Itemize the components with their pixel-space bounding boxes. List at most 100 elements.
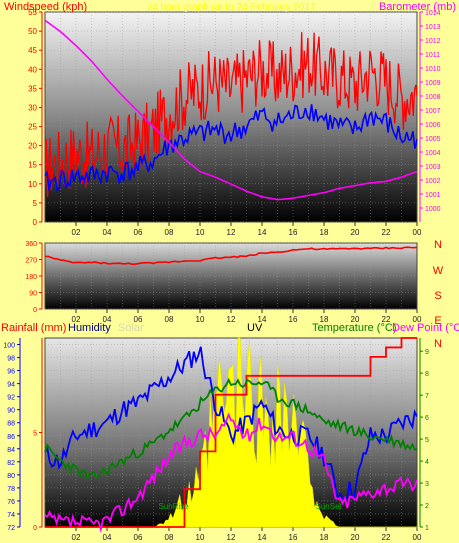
direction-axis-tick-label: 270 [25,258,37,265]
right-axis-tick-label: 1009 [425,80,441,87]
right-axis-tick-label: 1000 [425,206,441,213]
x-tick-label: 22 [382,533,391,542]
humidity-axis-tick-label: 80 [7,473,15,480]
x-tick-label: 00 [413,228,422,237]
solar-label: Solar [118,322,144,334]
temperature-axis-tick-label: 6 [425,415,429,422]
humidity-axis-tick-label: 82 [7,460,15,467]
x-tick-label: 08 [165,228,174,237]
x-tick-label: 18 [320,315,329,324]
right-axis-tick-label: 1013 [425,24,441,31]
series-group: SunRise SunSet [44,337,418,534]
right-axis-tick-label: 1014 [425,10,441,17]
humidity-axis-tick-label: 76 [7,499,15,506]
x-tick-label: 08 [165,315,174,324]
direction-axis-tick-label: 0 [33,307,37,314]
right-axis-tick-label: 1004 [425,150,441,157]
chart-title: 24 hour graph up to 24 February 2017 [146,2,315,13]
left-axis-tick-label: 30 [28,103,37,112]
left-axis-tick-label: 25 [28,123,37,132]
right-axis-tick-label: 1010 [425,66,441,73]
axes: 02 04 06 08 10 12 14 16 18 20 22 000510152025303540… [28,8,441,237]
humidity-axis-tick-label: 100 [3,343,15,350]
rainfall-label: Rainfall (mm) [1,322,66,334]
left-axis-label: Windspeed (kph) [4,1,87,13]
x-tick-label: 16 [289,228,298,237]
x-tick-label: 14 [258,315,267,324]
x-tick-label: 22 [382,228,391,237]
wind-pressure-panel: 02 04 06 08 10 12 14 16 18 20 22 000510152025303540… [4,1,456,237]
left-axis-tick-label: 10 [28,180,37,189]
temperature-label: Temperature (°C) [312,322,396,334]
temperature-axis-tick-label: 2 [425,503,429,510]
compass-label: N [434,239,442,251]
temperature-axis-tick-label: 5 [425,437,429,444]
x-tick-label: 18 [320,228,329,237]
compass-label: N [434,338,442,350]
temperature-axis-tick-label: 3 [425,481,429,488]
dewpoint-label: Dew Point (°C) [392,322,459,334]
x-tick-label: 02 [72,228,81,237]
series-line [44,104,418,193]
x-tick-label: 22 [382,315,391,324]
x-tick-label: 10 [196,228,205,237]
humidity-axis-tick-label: 96 [7,369,15,376]
humidity-axis-tick-label: 98 [7,356,15,363]
right-axis-tick-label: 1008 [425,94,441,101]
right-axis-tick-label: 1006 [425,122,441,129]
series-group [44,19,418,201]
x-tick-label: 10 [196,315,205,324]
x-tick-label: 14 [258,533,267,542]
direction-axis-tick-label: 180 [25,274,37,281]
temperature-axis-tick-label: 7 [425,393,429,400]
humidity-label: Humidity [68,322,111,334]
right-axis-tick-label: 1011 [425,52,440,59]
humidity-axis-tick-label: 88 [7,421,15,428]
x-tick-label: 00 [413,315,422,324]
x-tick-label: 20 [351,228,360,237]
series-line [44,346,418,503]
x-tick-label: 04 [103,533,112,542]
left-axis-tick-label: 15 [28,161,37,170]
humidity-axis-tick-label: 72 [7,525,15,532]
left-axis-tick-label: 40 [28,65,37,74]
humidity-temperature-panel: 02 04 06 08 10 12 14 16 18 20 22 007274767880828486… [1,322,459,542]
x-tick-label: 06 [134,533,143,542]
x-tick-label: 10 [196,533,205,542]
annotation-label: SunSet [316,502,343,511]
right-axis-tick-label: 1012 [425,38,441,45]
humidity-axis-tick-label: 86 [7,434,15,441]
temperature-axis-tick-label: 8 [425,371,429,378]
x-tick-label: 14 [258,228,267,237]
x-tick-label: 16 [289,315,298,324]
series-line [45,246,418,265]
humidity-axis-tick-label: 74 [7,512,15,519]
x-tick-label: 12 [227,228,236,237]
temperature-axis-tick-label: 9 [425,349,429,356]
x-tick-label: 20 [351,315,360,324]
rain-axis-tick-label: 5 [33,431,37,438]
temperature-axis-tick-label: 1 [425,525,429,532]
series-line [45,337,417,528]
humidity-axis-tick-label: 92 [7,395,15,402]
rain-axis-tick-label: 0 [33,525,37,532]
compass-label: E [434,315,441,327]
left-axis-tick-label: 45 [28,46,37,55]
left-axis-tick-label: 0 [33,218,38,227]
left-axis-tick-label: 50 [28,27,37,36]
x-tick-label: 02 [72,315,81,324]
x-tick-label: 02 [72,533,81,542]
annotation-label: SunRise [159,502,190,511]
right-axis-tick-label: 1001 [425,192,441,199]
series-line [44,32,418,197]
temperature-axis-tick-label: 4 [425,459,429,466]
direction-axis-tick-label: 90 [29,291,37,298]
right-axis-tick-label: 1007 [425,108,441,115]
left-axis-tick-label: 20 [28,142,37,151]
left-axis-tick-label: 35 [28,84,37,93]
x-tick-label: 16 [289,533,298,542]
right-axis-label: Barometer (mb) [379,1,456,13]
